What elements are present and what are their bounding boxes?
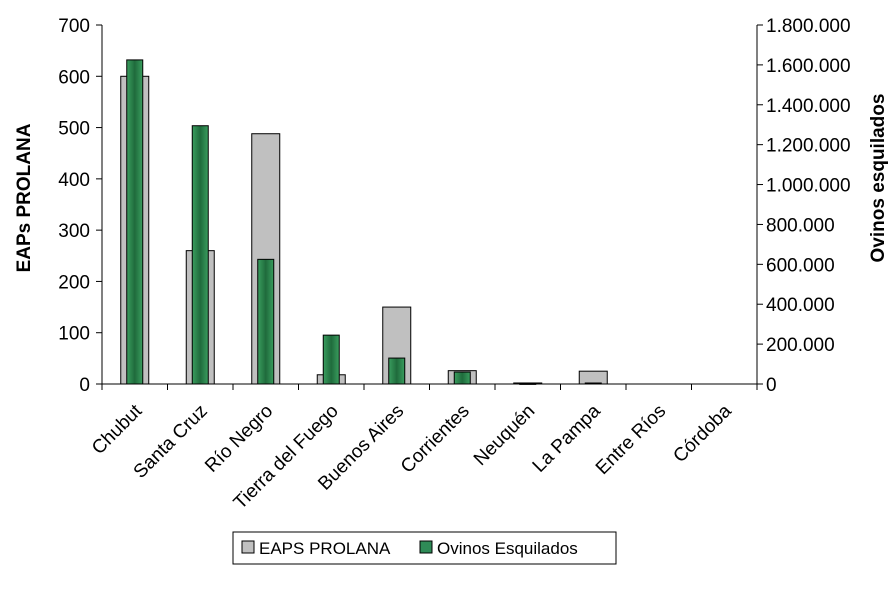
y-ticks: 0 100 200 300 400 500 600 700 (58, 16, 102, 396)
bar-ovinos (453, 371, 471, 385)
legend-label-ovinos: Ovinos Esquilados (437, 539, 578, 558)
legend-label-eaps: EAPS PROLANA (259, 539, 391, 558)
y-tick-label: 400 (58, 170, 90, 191)
y-tick-label: 700 (58, 16, 90, 37)
x-tick-label: Neuquén (470, 401, 539, 470)
bar-eaps (578, 370, 608, 385)
y2-tick-label: 400.000 (766, 295, 835, 316)
bar-ovinos (257, 258, 275, 385)
y2-tick-label: 1.200.000 (766, 136, 851, 157)
ovinos-bars (126, 59, 602, 385)
y2-tick-label: 1.400.000 (766, 96, 851, 117)
bar-ovinos (191, 125, 209, 385)
bar-ovinos (388, 357, 406, 385)
y2-ticks: 0 200.000 400.000 600.000 800.000 1.000.000 1.… (757, 16, 851, 396)
x-tick-label: Córdoba (669, 400, 736, 467)
y2-tick-label: 0 (766, 375, 777, 396)
legend-swatch-ovinos (419, 540, 433, 554)
bar-ovinos (126, 59, 144, 385)
y2-tick-label: 800.000 (766, 215, 835, 236)
y2-tick-label: 200.000 (766, 335, 835, 356)
y-tick-label: 100 (58, 324, 90, 345)
bar-ovinos (322, 334, 340, 385)
axes (101, 25, 758, 390)
y2-tick-label: 1.800.000 (766, 16, 851, 37)
y-axis-title: EAPs PROLANA (14, 123, 35, 272)
y2-tick-label: 1.600.000 (766, 56, 851, 77)
y2-tick-label: 600.000 (766, 255, 835, 276)
x-tick-label: Corrientes (397, 401, 474, 478)
legend-swatch-eaps (241, 540, 255, 554)
y-tick-label: 600 (58, 67, 90, 88)
legend: EAPS PROLANA Ovinos Esquilados (232, 531, 617, 565)
y-tick-label: 0 (79, 375, 90, 396)
y-tick-label: 200 (58, 272, 90, 293)
x-tick-label: Entre Ríos (592, 401, 670, 479)
x-tick-label: Chubut (88, 400, 147, 459)
y2-axis-title: Ovinos esquilados (868, 94, 889, 263)
y-tick-label: 300 (58, 221, 90, 242)
y2-tick-label: 1.000.000 (766, 176, 851, 197)
y-tick-label: 500 (58, 119, 90, 140)
